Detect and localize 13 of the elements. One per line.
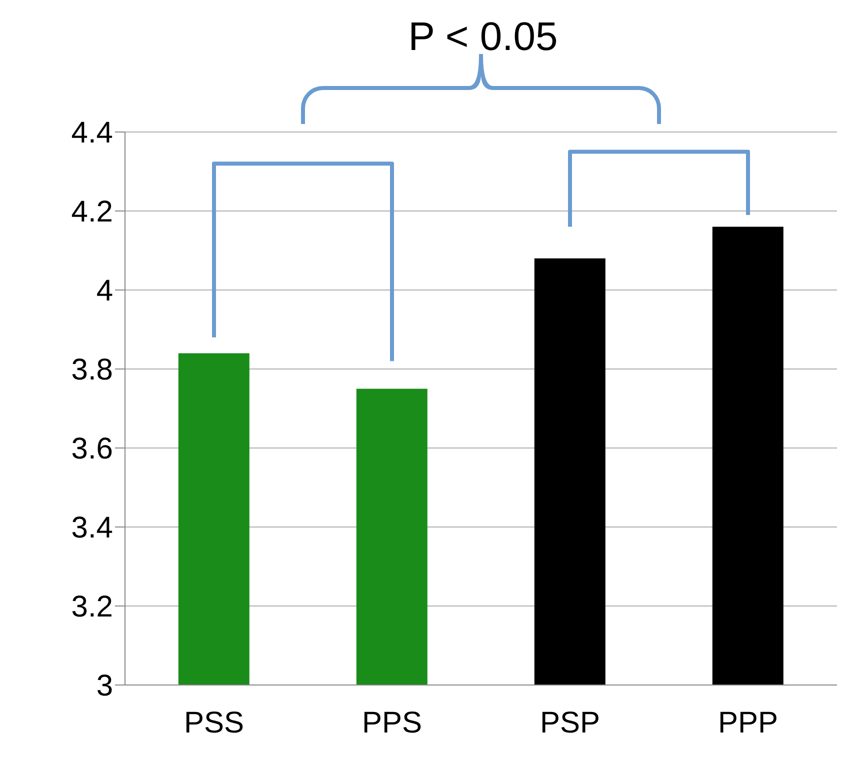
y-tick-label: 4.4 (71, 116, 113, 150)
x-tick-label: PPP (718, 706, 778, 740)
y-tick-label: 3.4 (71, 512, 113, 545)
y-tick-label: 4 (96, 274, 113, 308)
x-tick-label: PSP (540, 706, 600, 740)
y-tick-label: 3.8 (71, 354, 113, 387)
y-tick-label: 3 (96, 670, 113, 703)
y-tick-label: 3.6 (71, 432, 113, 466)
text: P < 0.05 (408, 15, 558, 59)
y-tick-label: 3.2 (71, 590, 113, 624)
x-tick-label: PPS (362, 706, 422, 740)
x-tick-label: PSS (184, 706, 244, 740)
y-tick-label: 4.2 (71, 196, 113, 229)
